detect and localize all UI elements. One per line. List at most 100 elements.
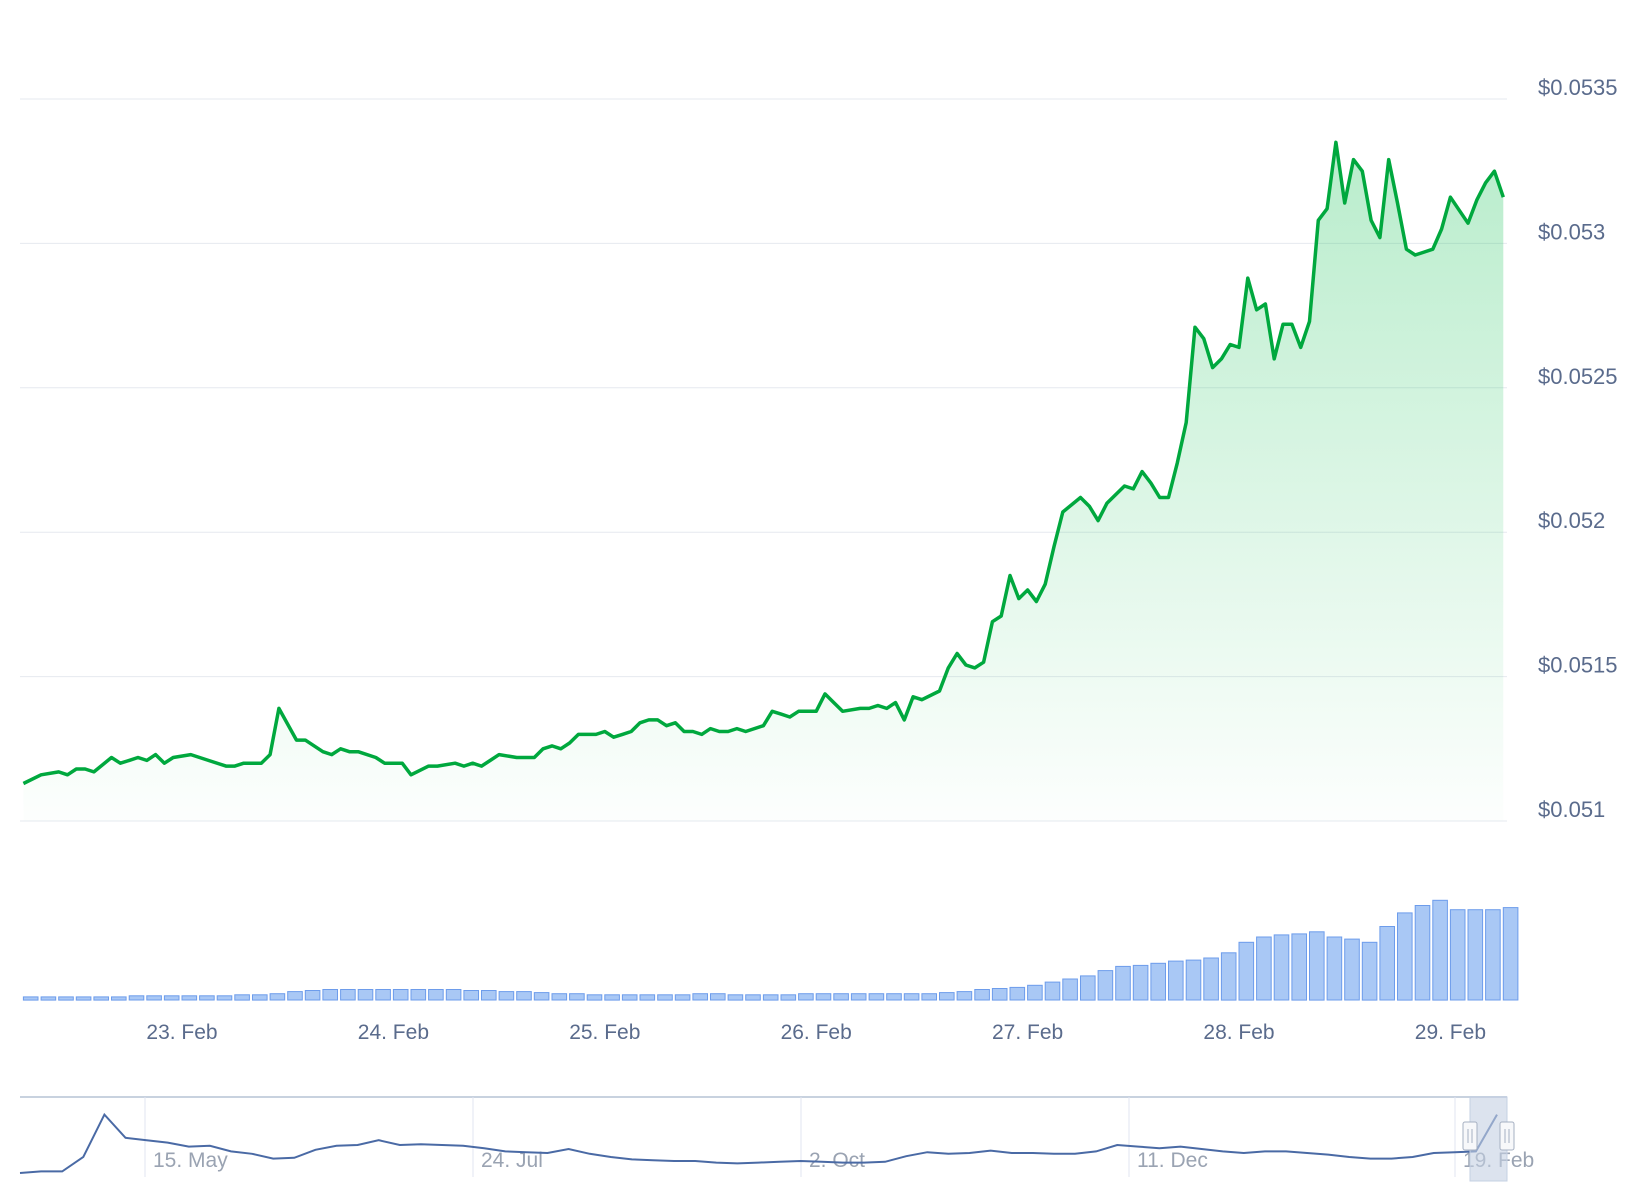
- volume-bar: [833, 993, 849, 1001]
- volume-bar: [586, 994, 603, 1001]
- volume-bar: [340, 989, 356, 1001]
- volume-bar: [58, 996, 74, 1001]
- volume-bar: [463, 990, 479, 1001]
- volume-bar: [921, 993, 938, 1001]
- navigator-right-handle[interactable]: [1499, 1121, 1515, 1151]
- volume-bar: [269, 993, 286, 1001]
- y-tick-label: $0.0525: [1538, 364, 1618, 389]
- volume-bar: [1168, 960, 1184, 1001]
- volume-bar: [22, 996, 39, 1001]
- volume-bar: [1485, 909, 1501, 1001]
- volume-bar: [551, 993, 568, 1001]
- volume-bar: [1379, 926, 1396, 1001]
- navigator-tick-label: 15. May: [153, 1149, 228, 1172]
- volume-bar: [991, 988, 1008, 1001]
- volume-bar: [40, 996, 57, 1001]
- volume-bar: [1256, 936, 1272, 1001]
- volume-bar: [181, 995, 198, 1001]
- navigator-tick-label: 11. Dec: [1137, 1149, 1208, 1172]
- volume-bar: [75, 996, 92, 1001]
- volume-bar: [1009, 986, 1026, 1001]
- volume-bar: [481, 990, 497, 1001]
- y-tick-label: $0.051: [1538, 797, 1605, 822]
- y-tick-label: $0.0535: [1538, 75, 1618, 100]
- volume-bar: [216, 995, 233, 1001]
- volume-bar: [604, 994, 620, 1001]
- price-area: [23, 142, 1504, 822]
- volume-bar: [692, 993, 709, 1001]
- volume-bar: [974, 989, 990, 1001]
- volume-bar: [657, 994, 673, 1001]
- volume-bar: [445, 989, 462, 1001]
- volume-bars: [22, 899, 1519, 1001]
- x-tick-label: 28. Feb: [1203, 1021, 1274, 1044]
- volume-bar: [410, 989, 427, 1001]
- navigator-left-handle[interactable]: [1462, 1121, 1478, 1151]
- volume-bar: [1397, 912, 1413, 1001]
- volume-bar: [1361, 941, 1378, 1001]
- volume-bar: [234, 994, 250, 1001]
- volume-bar: [710, 993, 726, 1001]
- volume-bar: [498, 991, 515, 1001]
- price-line[interactable]: [22, 140, 1505, 786]
- volume-bar: [1291, 933, 1308, 1001]
- volume-bar: [745, 994, 761, 1001]
- volume-bar: [621, 994, 638, 1001]
- y-tick-label: $0.053: [1538, 219, 1605, 244]
- volume-bar: [815, 993, 832, 1001]
- volume-bar: [1097, 970, 1114, 1001]
- volume-bar: [903, 993, 920, 1001]
- navigator-line: [19, 1112, 1498, 1174]
- volume-bar: [886, 993, 902, 1001]
- volume-bar: [956, 991, 973, 1001]
- volume-bar: [375, 989, 391, 1001]
- volume-bar: [199, 995, 215, 1001]
- y-tick-label: $0.0515: [1538, 653, 1618, 678]
- volume-bar: [128, 995, 145, 1001]
- y-axis-labels: $0.051 $0.0515 $0.052 $0.0525 $0.053 $0.0535: [1538, 75, 1618, 822]
- x-tick-label: 27. Feb: [992, 1021, 1063, 1044]
- volume-bar: [304, 990, 321, 1001]
- volume-bar: [357, 989, 374, 1001]
- x-tick-label: 26. Feb: [781, 1021, 852, 1044]
- x-tick-label: 24. Feb: [358, 1021, 429, 1044]
- volume-bar: [639, 994, 656, 1001]
- volume-bar: [1502, 907, 1519, 1001]
- volume-bar: [1185, 959, 1202, 1001]
- volume-bar: [850, 993, 867, 1001]
- volume-bar: [111, 996, 127, 1001]
- volume-bar: [868, 993, 885, 1001]
- volume-bar: [146, 995, 162, 1001]
- volume-bar: [1115, 965, 1131, 1001]
- volume-bar: [1203, 957, 1219, 1001]
- x-tick-label: 25. Feb: [569, 1021, 640, 1044]
- volume-bar: [1326, 936, 1343, 1001]
- volume-bar: [1432, 899, 1448, 1001]
- volume-bar: [516, 991, 532, 1001]
- volume-bar: [392, 989, 409, 1001]
- volume-bar: [252, 994, 268, 1001]
- volume-bar: [727, 994, 744, 1001]
- x-tick-label: 23. Feb: [146, 1021, 217, 1044]
- volume-bar: [163, 995, 180, 1001]
- volume-bar: [780, 994, 797, 1001]
- volume-bar: [939, 992, 955, 1001]
- volume-bar: [1309, 931, 1325, 1001]
- volume-bar: [1414, 905, 1431, 1001]
- volume-bar: [1044, 981, 1061, 1001]
- volume-bar: [1062, 978, 1078, 1001]
- y-tick-label: $0.052: [1538, 508, 1605, 533]
- navigator-tick-label: 2. Oct: [809, 1149, 865, 1172]
- volume-bar: [1220, 952, 1237, 1001]
- volume-bar: [674, 994, 691, 1001]
- volume-bar: [533, 992, 550, 1001]
- volume-bar: [1344, 938, 1360, 1001]
- volume-bar: [93, 996, 110, 1001]
- navigator-tick-label: 24. Jul: [481, 1149, 543, 1172]
- volume-bar: [762, 994, 779, 1001]
- volume-bar: [1027, 984, 1043, 1001]
- volume-bar: [287, 991, 303, 1001]
- volume-bar: [1080, 975, 1096, 1001]
